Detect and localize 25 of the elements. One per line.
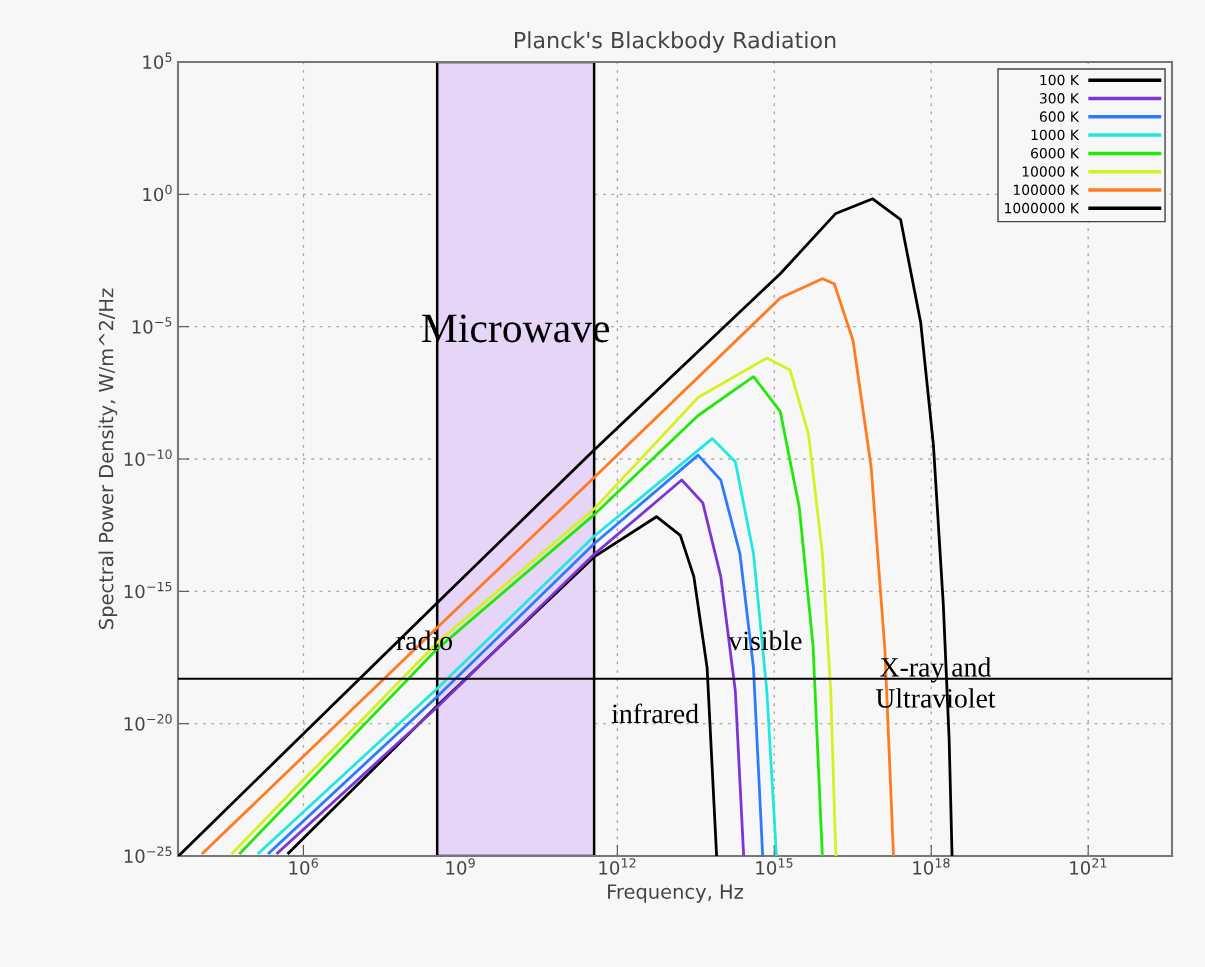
legend-label: 6000 K: [1031, 147, 1080, 159]
y-tick-label: 10$^{−20}$: [124, 714, 172, 731]
x-tick-label: 10$^{21}$: [1070, 858, 1107, 875]
x-tick-label: 10$^{18}$: [913, 858, 950, 875]
legend-label: 100 K: [1040, 74, 1080, 86]
legend-label: 600 K: [1039, 111, 1080, 122]
chart-title: Planck's Blackbody Radiation: [515, 31, 836, 53]
y-tick-label: 10$^{5}$: [143, 52, 172, 69]
y-axis-title: Spectral Power Density, W/m^2/Hz: [98, 288, 118, 629]
x-tick-label: 10$^{9}$: [446, 858, 475, 875]
x-tick-label: 10$^{12}$: [599, 858, 636, 875]
x-tick-label: 10$^{15}$: [756, 858, 793, 875]
y-tick-label: 10$^{−15}$: [124, 581, 172, 599]
y-tick-label: 10$^{0}$: [143, 184, 172, 202]
y-tick-label: 10$^{−10}$: [124, 449, 172, 466]
x-axis-title: Frequency, Hz: [608, 884, 743, 903]
legend-label: 10000 K: [1022, 166, 1080, 177]
legend-label: 100000 K: [1013, 184, 1080, 196]
legend-label: 1000000 K: [1005, 202, 1080, 214]
x-tick-label: 10$^{6}$: [289, 858, 318, 875]
legend-label: 1000 K: [1031, 129, 1080, 141]
legend-label: 300 K: [1039, 93, 1080, 104]
annotation: infrared: [611, 703, 699, 724]
y-tick-label: 10$^{−5}$: [132, 317, 172, 334]
y-tick-label: 10$^{−25}$: [124, 846, 172, 863]
